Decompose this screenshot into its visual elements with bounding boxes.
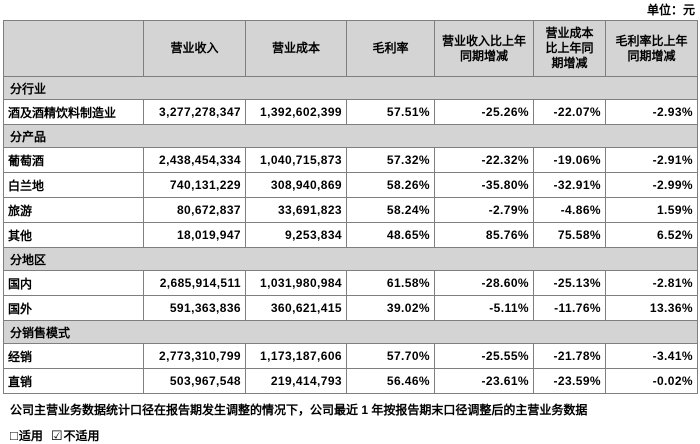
cell-revenue-yoy: -25.55% — [434, 343, 534, 369]
cell-revenue: 18,019,947 — [143, 222, 246, 248]
header-gross-margin: 毛利率 — [346, 20, 435, 77]
cell-margin-yoy: -0.02% — [605, 368, 698, 394]
footnote-text: 公司主营业务数据统计口径在报告期发生调整的情况下，公司最近 1 年按报告期末口径… — [10, 403, 588, 417]
row-label: 旅游 — [3, 197, 144, 223]
section-row-by-sales-model: 分销售模式 — [3, 320, 698, 344]
cell-cost: 1,040,715,873 — [245, 147, 347, 173]
table-row-distribution: 经销 2,773,310,799 1,173,187,606 57.70% -2… — [3, 343, 698, 369]
cell-margin: 39.02% — [346, 295, 435, 321]
applicability-row: □ 适用 ☑ 不适用 — [3, 418, 697, 444]
header-margin-yoy-change: 毛利率比上年同期增减 — [605, 20, 698, 77]
table-row-brandy: 白兰地 740,131,229 308,940,869 58.26% -35.8… — [3, 172, 698, 198]
cell-cost-yoy: -19.06% — [533, 147, 606, 173]
table-row-overseas: 国外 591,363,836 360,621,415 39.02% -5.11%… — [3, 295, 698, 321]
cell-margin-yoy: -2.93% — [605, 99, 698, 125]
cell-margin: 61.58% — [346, 270, 435, 296]
row-label: 直销 — [3, 368, 144, 394]
header-cost-yoy-change: 营业成本比上年同期增减 — [533, 20, 606, 77]
cell-cost: 360,621,415 — [245, 295, 347, 321]
cell-margin-yoy: -3.41% — [605, 343, 698, 369]
cell-cost-yoy: -4.86% — [533, 197, 606, 223]
cell-cost-yoy: -11.76% — [533, 295, 606, 321]
section-label: 分地区 — [3, 247, 698, 271]
row-label: 经销 — [3, 343, 144, 369]
table-row-wine: 葡萄酒 2,438,454,334 1,040,715,873 57.32% -… — [3, 147, 698, 173]
unit-label: 单位：元 — [646, 3, 695, 17]
row-label: 国外 — [3, 295, 144, 321]
cell-margin-yoy: 1.59% — [605, 197, 698, 223]
row-label: 酒及酒精饮料制造业 — [3, 99, 144, 125]
cell-revenue: 2,685,914,511 — [143, 270, 246, 296]
main-business-data-table: 营业收入 营业成本 毛利率 营业收入比上年同期增减 营业成本比上年同期增减 毛利… — [3, 20, 698, 394]
cell-margin-yoy: 13.36% — [605, 295, 698, 321]
row-label: 其他 — [3, 222, 144, 248]
cell-revenue: 740,131,229 — [143, 172, 246, 198]
section-label: 分产品 — [3, 124, 698, 148]
cell-revenue: 3,277,278,347 — [143, 99, 246, 125]
section-label: 分行业 — [3, 76, 698, 100]
cell-margin-yoy: 6.52% — [605, 222, 698, 248]
section-row-by-industry: 分行业 — [3, 76, 698, 100]
cell-margin: 57.51% — [346, 99, 435, 125]
cell-revenue: 2,438,454,334 — [143, 147, 246, 173]
cell-revenue-yoy: -25.26% — [434, 99, 534, 125]
header-operating-cost: 营业成本 — [245, 20, 347, 77]
section-row-by-product: 分产品 — [3, 124, 698, 148]
cell-cost: 1,031,980,984 — [245, 270, 347, 296]
table-row-domestic: 国内 2,685,914,511 1,031,980,984 61.58% -2… — [3, 270, 698, 296]
row-label: 白兰地 — [3, 172, 144, 198]
cell-revenue-yoy: -5.11% — [434, 295, 534, 321]
cell-revenue: 503,967,548 — [143, 368, 246, 394]
cell-revenue: 591,363,836 — [143, 295, 246, 321]
cell-revenue-yoy: -23.61% — [434, 368, 534, 394]
table-row-tourism: 旅游 80,672,837 33,691,823 58.24% -2.79% -… — [3, 197, 698, 223]
cell-cost: 1,392,602,399 — [245, 99, 347, 125]
cell-cost: 308,940,869 — [245, 172, 347, 198]
table-row-other: 其他 18,019,947 9,253,834 48.65% 85.76% 75… — [3, 222, 698, 248]
cell-cost-yoy: -22.07% — [533, 99, 606, 125]
header-blank-cell — [3, 20, 144, 77]
cell-margin: 48.65% — [346, 222, 435, 248]
header-operating-revenue: 营业收入 — [143, 20, 246, 77]
cell-cost-yoy: -32.91% — [533, 172, 606, 198]
table-header-row: 营业收入 营业成本 毛利率 营业收入比上年同期增减 营业成本比上年同期增减 毛利… — [3, 20, 698, 77]
row-label: 国内 — [3, 270, 144, 296]
cell-cost: 219,414,793 — [245, 368, 347, 394]
cell-margin: 58.26% — [346, 172, 435, 198]
row-label: 葡萄酒 — [3, 147, 144, 173]
cell-revenue: 80,672,837 — [143, 197, 246, 223]
cell-margin: 57.70% — [346, 343, 435, 369]
cell-cost-yoy: 75.58% — [533, 222, 606, 248]
header-revenue-yoy-change: 营业收入比上年同期增减 — [434, 20, 534, 77]
cell-margin: 58.24% — [346, 197, 435, 223]
cell-margin-yoy: -2.81% — [605, 270, 698, 296]
cell-cost: 33,691,823 — [245, 197, 347, 223]
cell-margin: 56.46% — [346, 368, 435, 394]
table-row-liquor-industry: 酒及酒精饮料制造业 3,277,278,347 1,392,602,399 57… — [3, 99, 698, 125]
cell-margin-yoy: -2.99% — [605, 172, 698, 198]
section-label: 分销售模式 — [3, 320, 698, 344]
cell-revenue-yoy: -28.60% — [434, 270, 534, 296]
cell-revenue-yoy: -2.79% — [434, 197, 534, 223]
cell-cost: 1,173,187,606 — [245, 343, 347, 369]
section-row-by-region: 分地区 — [3, 247, 698, 271]
cell-cost-yoy: -21.78% — [533, 343, 606, 369]
cell-margin-yoy: -2.91% — [605, 147, 698, 173]
cell-revenue-yoy: 85.76% — [434, 222, 534, 248]
cell-cost: 9,253,834 — [245, 222, 347, 248]
cell-cost-yoy: -23.59% — [533, 368, 606, 394]
cell-revenue-yoy: -35.80% — [434, 172, 534, 198]
cell-revenue-yoy: -22.32% — [434, 147, 534, 173]
cell-revenue: 2,773,310,799 — [143, 343, 246, 369]
cell-margin: 57.32% — [346, 147, 435, 173]
cell-cost-yoy: -25.13% — [533, 270, 606, 296]
table-row-direct-sales: 直销 503,967,548 219,414,793 56.46% -23.61… — [3, 368, 698, 394]
